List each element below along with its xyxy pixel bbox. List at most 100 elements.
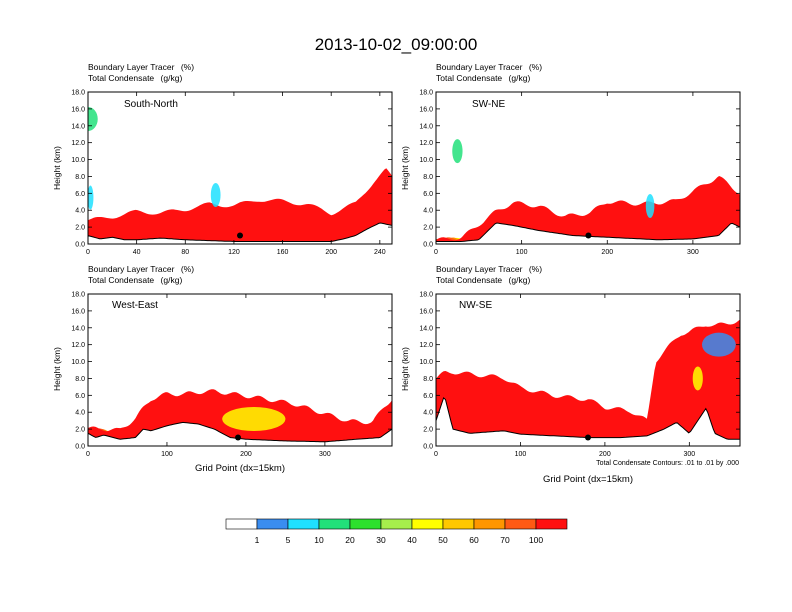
figure-title: 2013-10-02_09:00:00 — [315, 35, 478, 54]
tracer-patch — [88, 185, 94, 210]
x-axis-label: Grid Point (dx=15km) — [195, 463, 285, 474]
contour-title: Total Condensate (g/kg) — [88, 73, 182, 83]
colorbar-swatch — [442, 518, 475, 530]
colorbar-label: 40 — [407, 535, 417, 545]
y-tick-label: 2.0 — [423, 427, 433, 434]
panel-sw-ne: Boundary Layer Tracer (%) Total Condensa… — [400, 62, 741, 256]
y-axis-label: Height (km) — [52, 347, 62, 391]
plot-frame — [87, 293, 393, 447]
contour-info-note: Total Condensate Contours: .01 to .01 by… — [596, 460, 739, 467]
tracer-patch — [88, 107, 98, 132]
tracer-band — [436, 319, 740, 440]
x-tick-label: 240 — [374, 249, 386, 256]
x-tick-label: 300 — [319, 451, 331, 458]
location-marker — [237, 232, 243, 239]
y-tick-label: 2.0 — [423, 225, 433, 232]
y-axis-label: Height (km) — [400, 146, 410, 190]
y-tick-label: 14.0 — [419, 123, 433, 130]
tracer-field — [88, 389, 392, 446]
y-tick-label: 12.0 — [419, 140, 433, 147]
colorbar-label: 70 — [500, 535, 510, 545]
location-marker — [585, 232, 592, 239]
y-tick-label: 4.0 — [75, 410, 85, 417]
cross-section-label: West-East — [112, 300, 158, 311]
location-marker — [235, 434, 242, 441]
field-title: Boundary Layer Tracer (%) — [436, 264, 542, 274]
colorbar-label: 1 — [255, 535, 260, 545]
tracer-patch — [222, 406, 286, 431]
colorbar-swatch — [411, 518, 444, 530]
cross-section-label: NW-SE — [459, 300, 492, 311]
y-tick-label: 18.0 — [419, 292, 433, 299]
y-tick-label: 16.0 — [419, 106, 433, 113]
colorbar-label: 5 — [286, 535, 291, 545]
colorbar-swatch — [380, 518, 413, 530]
y-tick-label: 18.0 — [71, 292, 85, 299]
x-tick-label: 100 — [516, 249, 528, 256]
plot-frame — [435, 293, 741, 447]
tracer-band — [88, 168, 392, 242]
colorbar-swatch — [318, 518, 351, 530]
y-tick-label: 12.0 — [71, 140, 85, 147]
colorbar-label: 10 — [314, 535, 324, 545]
y-tick-label: 2.0 — [75, 427, 85, 434]
y-tick-label: 14.0 — [419, 325, 433, 332]
contour-title: Total Condensate (g/kg) — [436, 73, 530, 83]
colorbar-swatch — [349, 518, 382, 530]
plot-frame — [87, 91, 393, 245]
tracer-patch — [210, 183, 221, 208]
x-tick-label: 40 — [133, 249, 141, 256]
tracer-patch — [692, 366, 703, 391]
colorbar-swatch — [473, 518, 506, 530]
y-tick-label: 6.0 — [75, 191, 85, 198]
x-tick-label: 100 — [161, 451, 173, 458]
y-tick-label: 16.0 — [419, 308, 433, 315]
field-title: Boundary Layer Tracer (%) — [88, 62, 194, 72]
colorbar-swatch — [504, 518, 537, 530]
x-tick-label: 200 — [325, 249, 337, 256]
y-tick-label: 12.0 — [71, 342, 85, 349]
x-tick-label: 160 — [277, 249, 289, 256]
y-axis-label: Height (km) — [400, 347, 410, 391]
x-tick-label: 300 — [683, 451, 695, 458]
x-tick-label: 200 — [601, 249, 613, 256]
field-title: Boundary Layer Tracer (%) — [88, 264, 194, 274]
cross-section-label: SW-NE — [472, 99, 505, 110]
y-tick-label: 0.0 — [75, 242, 85, 249]
y-tick-label: 18.0 — [71, 90, 85, 97]
y-tick-label: 0.0 — [75, 444, 85, 451]
x-tick-label: 120 — [228, 249, 240, 256]
y-tick-label: 8.0 — [75, 174, 85, 181]
x-tick-label: 200 — [240, 451, 252, 458]
colorbar-swatch — [225, 518, 258, 530]
y-tick-label: 14.0 — [71, 325, 85, 332]
tracer-field — [436, 139, 740, 244]
y-tick-label: 6.0 — [423, 393, 433, 400]
location-marker — [585, 434, 591, 441]
terrain — [88, 421, 392, 446]
tracer-field — [88, 107, 392, 244]
contour-title: Total Condensate (g/kg) — [88, 275, 182, 285]
field-title: Boundary Layer Tracer (%) — [436, 62, 542, 72]
colorbar-label: 100 — [529, 535, 543, 545]
x-tick-label: 200 — [599, 451, 611, 458]
tracer-field — [436, 319, 740, 446]
tracer-patch — [452, 139, 463, 164]
y-tick-label: 14.0 — [71, 123, 85, 130]
x-tick-label: 0 — [434, 451, 438, 458]
x-axis-label: Grid Point (dx=15km) — [543, 474, 633, 485]
y-axis-label: Height (km) — [52, 146, 62, 190]
y-tick-label: 10.0 — [419, 157, 433, 164]
y-tick-label: 16.0 — [71, 308, 85, 315]
y-tick-label: 10.0 — [71, 359, 85, 366]
contour-title: Total Condensate (g/kg) — [436, 275, 530, 285]
tracer-band — [436, 176, 740, 242]
y-tick-label: 2.0 — [75, 225, 85, 232]
y-tick-label: 6.0 — [75, 393, 85, 400]
y-tick-label: 18.0 — [419, 90, 433, 97]
colorbar-label: 30 — [376, 535, 386, 545]
x-tick-label: 300 — [687, 249, 699, 256]
colorbar-swatch — [287, 518, 320, 530]
x-tick-label: 0 — [86, 451, 90, 458]
y-tick-label: 8.0 — [423, 174, 433, 181]
